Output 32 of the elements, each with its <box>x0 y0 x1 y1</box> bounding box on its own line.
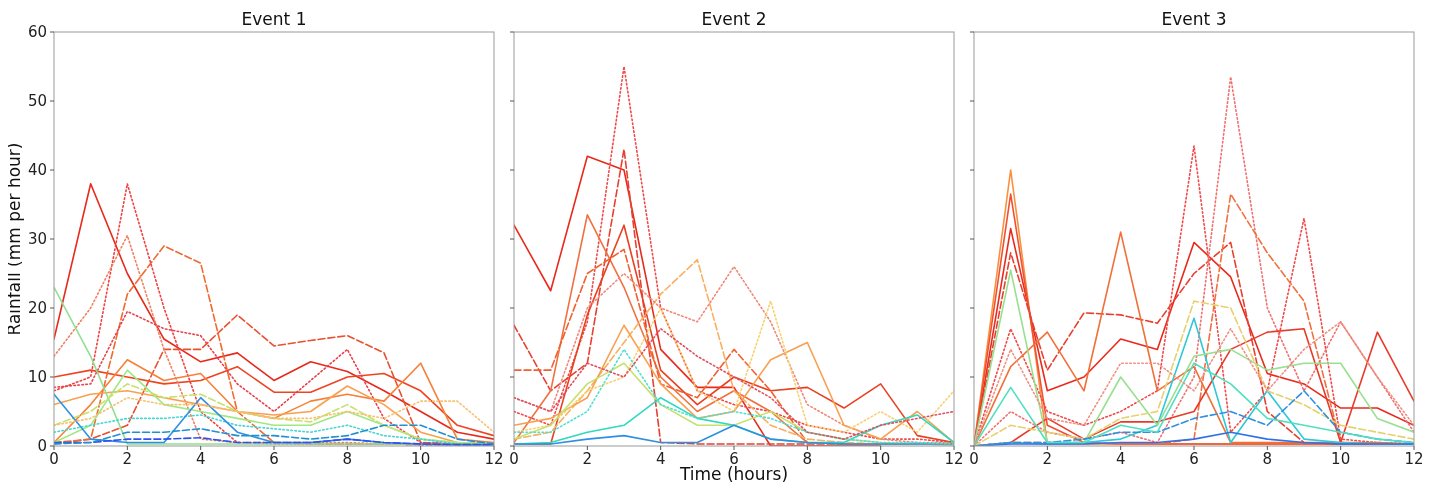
x-tick-label: 0 <box>49 450 59 468</box>
x-tick-label: 10 <box>411 450 431 468</box>
x-tick-label: 12 <box>1404 450 1424 468</box>
y-axis-title: Rainfall (mm per hour) <box>4 142 24 336</box>
x-tick-label: 0 <box>969 450 979 468</box>
x-tick-label: 10 <box>1331 450 1351 468</box>
x-tick-label: 2 <box>1042 450 1053 468</box>
x-tick-label: 8 <box>802 450 813 468</box>
y-tick-label: 60 <box>27 23 47 42</box>
y-tick-label: 10 <box>27 368 47 387</box>
y-tick-label: 50 <box>27 92 47 111</box>
chart-title: Event 2 <box>701 9 767 29</box>
y-tick-label: 40 <box>27 161 47 180</box>
x-tick-label: 2 <box>582 450 593 468</box>
x-tick-label: 4 <box>655 450 666 468</box>
x-axis-title: Time (hours) <box>678 464 789 484</box>
x-tick-label: 8 <box>1262 450 1273 468</box>
x-tick-label: 12 <box>944 450 964 468</box>
chart-title: Event 1 <box>241 9 307 29</box>
x-tick-label: 6 <box>1189 450 1199 468</box>
chart-title: Event 3 <box>1161 9 1227 29</box>
x-tick-label: 6 <box>269 450 279 468</box>
x-tick-label: 10 <box>871 450 891 468</box>
x-tick-label: 0 <box>509 450 519 468</box>
x-tick-label: 4 <box>1115 450 1126 468</box>
y-tick-label: 30 <box>27 230 47 249</box>
x-tick-label: 4 <box>195 450 206 468</box>
x-tick-label: 12 <box>484 450 504 468</box>
x-tick-label: 2 <box>122 450 133 468</box>
x-tick-label: 8 <box>342 450 353 468</box>
y-tick-label: 0 <box>37 437 47 456</box>
y-tick-label: 20 <box>27 299 47 318</box>
